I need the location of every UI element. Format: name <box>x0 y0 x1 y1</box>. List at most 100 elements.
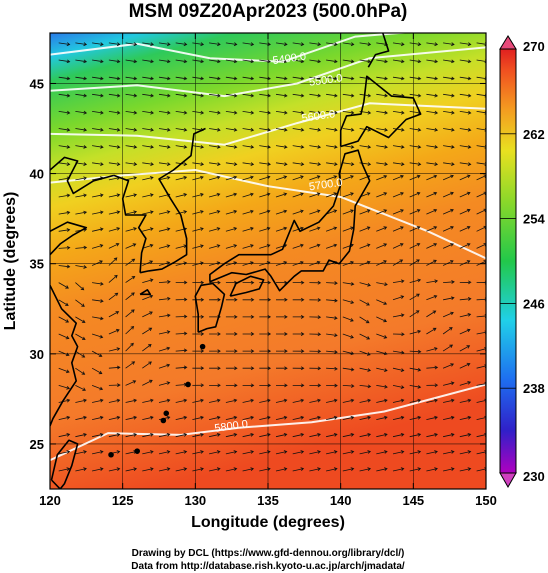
wind-arrow-321 <box>208 261 221 266</box>
wind-arrow-516 <box>426 145 439 149</box>
wind-arrow-86 <box>192 415 204 420</box>
wind-arrow-73 <box>409 433 422 438</box>
colorbar-tick-label-254: 254 <box>523 212 545 227</box>
wind-arrow-596 <box>459 93 472 98</box>
wind-arrow-534 <box>292 127 305 132</box>
coastline-4 <box>367 33 390 68</box>
wind-arrow-284 <box>459 297 472 301</box>
wind-arrow-650 <box>58 42 71 47</box>
wind-arrow-71 <box>376 433 388 438</box>
wind-arrow-667 <box>342 42 355 47</box>
wind-arrow-531 <box>242 127 255 132</box>
wind-arrow-449 <box>175 175 188 181</box>
wind-arrow-271 <box>242 297 255 302</box>
wind-arrow-608 <box>225 76 238 81</box>
colorbar-tick-label-270: 270 <box>523 39 545 54</box>
island-5 <box>199 343 206 350</box>
wind-arrow-471 <box>108 162 121 166</box>
wind-arrow-645 <box>409 59 422 64</box>
wind-arrow-208 <box>58 333 70 340</box>
wind-arrow-349 <box>242 244 254 249</box>
wind-arrow-610 <box>259 76 271 81</box>
wind-arrow-405 <box>309 209 321 215</box>
wind-arrow-411 <box>409 209 421 215</box>
wind-arrow-213 <box>142 327 153 335</box>
colorbar-top-arrow <box>499 35 517 50</box>
wind-arrow-456 <box>292 175 304 181</box>
x-tick-label-120: 120 <box>39 493 61 508</box>
wind-arrow-171 <box>309 366 322 371</box>
wind-arrow-366 <box>92 227 104 232</box>
wind-arrow-211 <box>108 328 120 335</box>
wind-arrow-7 <box>175 467 188 472</box>
colorbar-body <box>499 48 517 474</box>
wind-arrow-184 <box>91 350 103 357</box>
wind-arrow-226 <box>359 333 371 340</box>
wind-arrow-188 <box>158 346 171 352</box>
wind-arrow-360 <box>426 243 438 249</box>
chart-title: MSM 09Z20Apr2023 (500.0hPa) <box>129 1 408 22</box>
wind-arrow-329 <box>342 260 355 266</box>
wind-arrow-502 <box>192 145 205 149</box>
wind-arrow-307 <box>409 278 422 283</box>
wind-arrow-295 <box>209 280 221 285</box>
wind-arrow-512 <box>359 145 372 149</box>
wind-arrow-232 <box>459 328 471 335</box>
coastline-10 <box>50 439 79 489</box>
x-tick-label-125: 125 <box>112 493 134 508</box>
wind-arrow-357 <box>376 243 388 249</box>
wind-arrow-277 <box>342 299 355 304</box>
wind-arrow-372 <box>192 227 204 232</box>
wind-arrow-36 <box>225 450 238 455</box>
wind-arrow-356 <box>359 243 371 249</box>
wind-arrow-558 <box>259 110 271 115</box>
wind-arrow-236 <box>92 316 104 321</box>
wind-arrow-509 <box>309 145 322 149</box>
wind-arrow-269 <box>209 297 221 302</box>
wind-arrow-82 <box>125 415 138 420</box>
wind-arrow-122 <box>359 398 372 403</box>
wind-arrow-138 <box>192 383 205 388</box>
wind-arrow-260 <box>58 299 69 306</box>
wind-arrow-586 <box>292 93 305 98</box>
wind-arrow-4 <box>125 467 138 472</box>
wind-arrow-335 <box>442 260 454 266</box>
contour-label-2: 5600.0 <box>301 108 336 125</box>
wind-arrow-410 <box>392 209 404 215</box>
wind-arrow-525 <box>142 127 154 132</box>
wind-arrow-448 <box>158 176 171 181</box>
wind-arrow-190 <box>192 349 205 353</box>
wind-arrow-135 <box>142 379 153 386</box>
wind-arrow-497 <box>108 145 121 149</box>
wind-arrow-12 <box>259 467 271 472</box>
wind-arrow-614 <box>326 76 338 81</box>
wind-arrow-90 <box>259 415 271 420</box>
wind-arrow-126 <box>426 398 438 403</box>
wind-arrow-378 <box>292 226 304 232</box>
wind-arrow-83 <box>142 415 154 420</box>
wind-arrow-315 <box>108 257 118 266</box>
wind-arrow-139 <box>209 383 221 388</box>
coastline-3 <box>339 75 422 148</box>
wind-arrow-290 <box>125 275 136 283</box>
wind-arrow-358 <box>392 243 404 249</box>
wind-arrow-500 <box>158 145 171 149</box>
wind-arrow-673 <box>443 42 455 47</box>
height-contour-0 <box>50 33 411 63</box>
wind-arrow-220 <box>259 332 272 336</box>
wind-arrow-370 <box>158 227 171 232</box>
wind-arrow-430 <box>292 192 304 198</box>
wind-arrow-412 <box>426 209 438 215</box>
wind-arrow-175 <box>376 367 388 372</box>
wind-arrow-210 <box>91 333 104 339</box>
wind-arrow-333 <box>409 259 420 266</box>
wind-arrow-642 <box>359 59 372 64</box>
wind-arrow-222 <box>292 332 305 336</box>
coastline-8 <box>50 221 88 256</box>
wind-arrow-437 <box>409 191 421 198</box>
wind-arrow-163 <box>175 365 188 370</box>
wind-arrow-484 <box>326 162 338 166</box>
wind-arrow-223 <box>309 332 322 337</box>
wind-arrow-488 <box>392 162 405 166</box>
